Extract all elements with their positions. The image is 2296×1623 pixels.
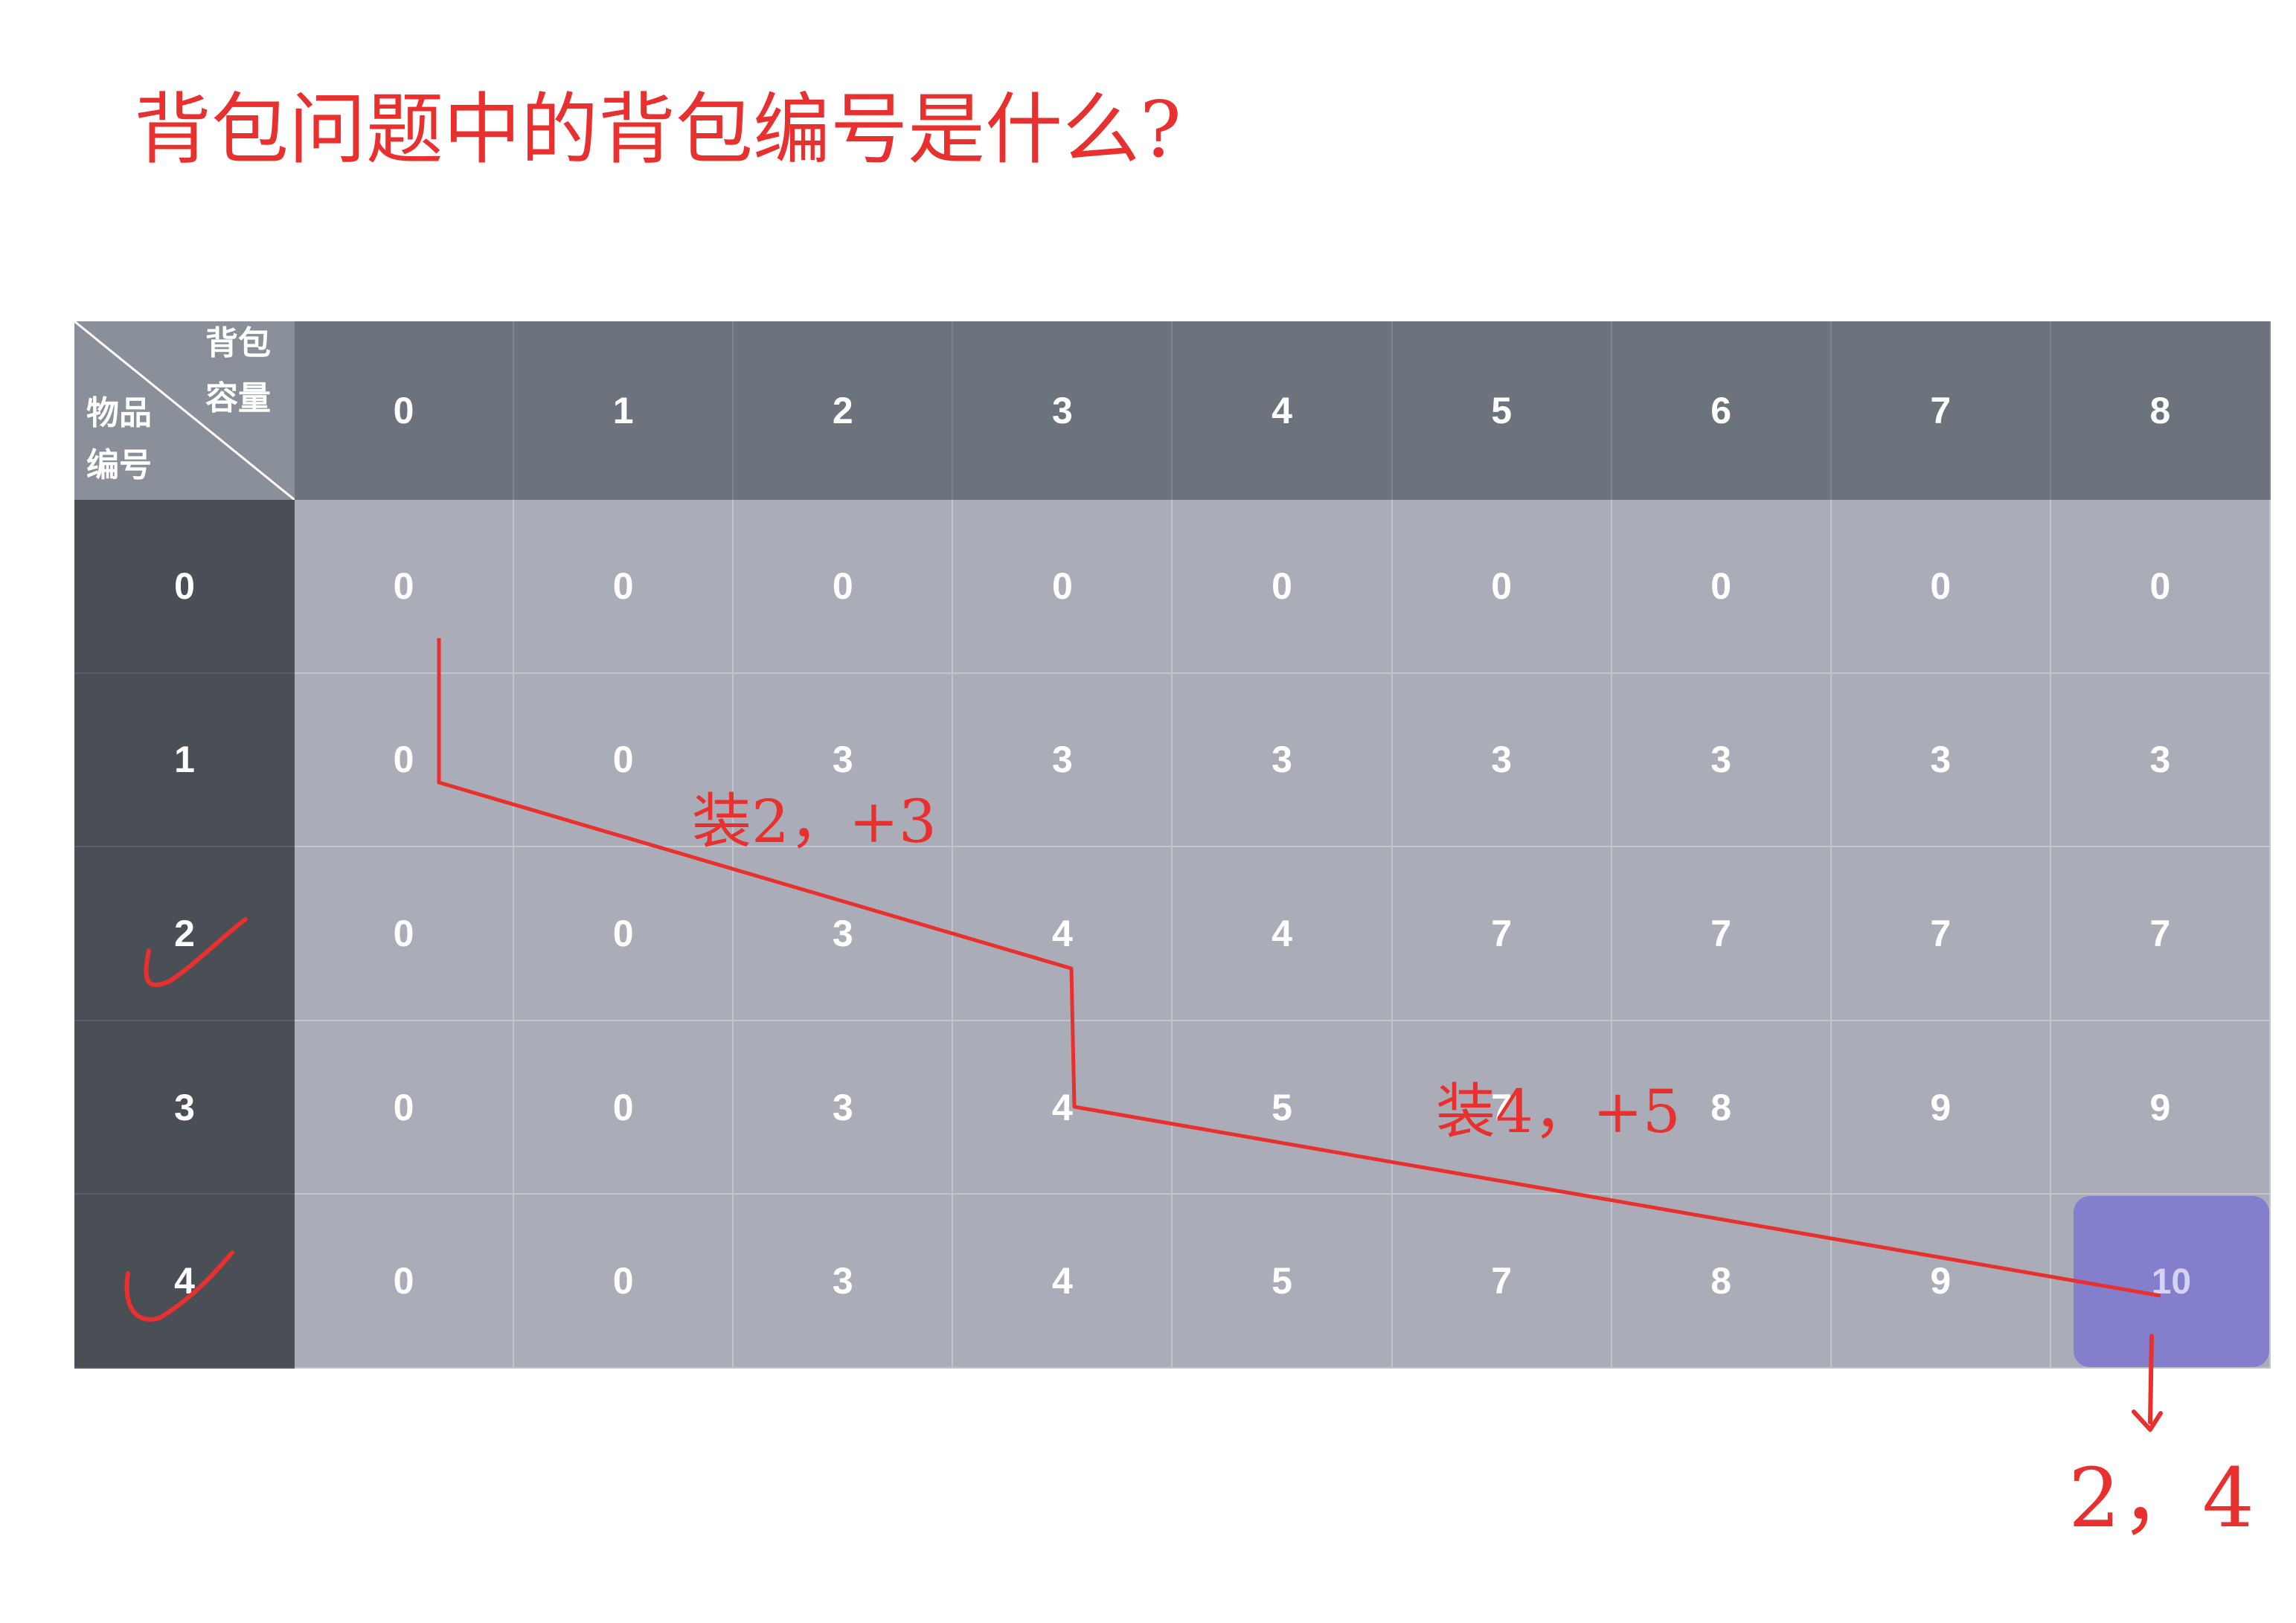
answer-text: 2，4 [2068, 1450, 2254, 1546]
checkmark-icon [127, 1253, 232, 1320]
backtrack-path-line [439, 638, 2161, 1296]
handwritten-question: 背包问题中的背包编号是什么? [134, 84, 1181, 175]
annotation-step2: 装4，+5 [1436, 1077, 1681, 1146]
down-arrow-icon [2134, 1336, 2161, 1430]
checkmark-icon [146, 919, 246, 985]
annotation-step1: 装2，+3 [692, 787, 937, 856]
